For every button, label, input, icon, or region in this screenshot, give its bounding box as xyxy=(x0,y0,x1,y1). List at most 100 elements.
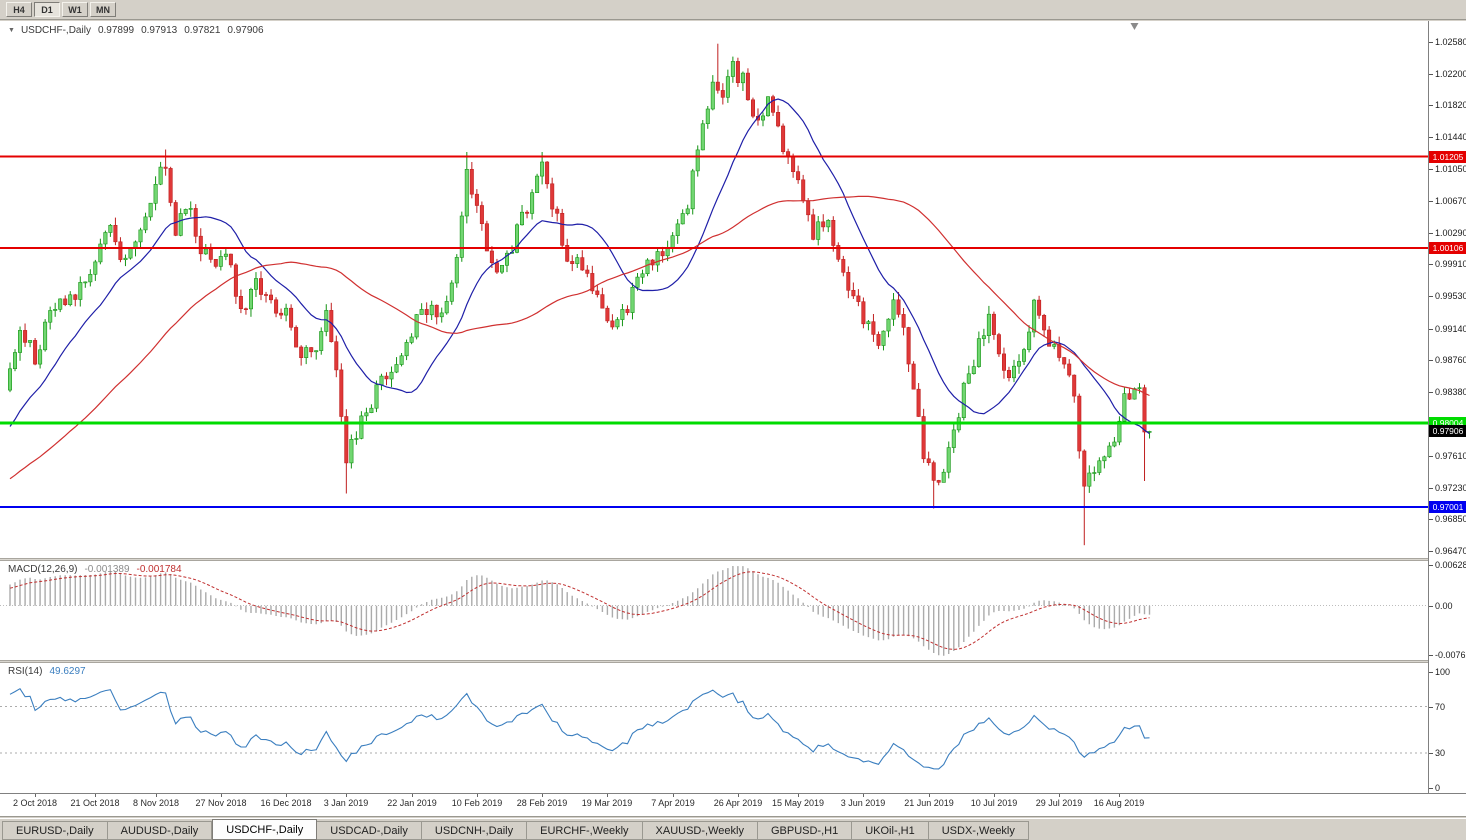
axis-tick-label: 0.98760 xyxy=(1435,355,1466,365)
date-label: 2 Oct 2018 xyxy=(12,798,58,808)
open-value: 0.97899 xyxy=(97,25,135,36)
price-pane-canvas[interactable] xyxy=(0,21,1428,558)
date-tick-mark xyxy=(994,794,995,797)
price-tick-mark xyxy=(1429,137,1433,138)
chart-tab-usdcad-daily[interactable]: USDCAD-,Daily xyxy=(317,821,422,840)
axis-tick-label: 0 xyxy=(1435,783,1441,793)
timeframe-button-h4[interactable]: H4 xyxy=(6,2,32,17)
symbol-period-label: USDCHF-,Daily xyxy=(20,25,91,36)
price-tick-mark xyxy=(1429,329,1433,330)
rsi-title: RSI(14) 49.6297 xyxy=(8,666,86,677)
macd-signal-line xyxy=(9,571,1150,650)
price-tick-mark xyxy=(1429,264,1433,265)
macd-main-value: -0.001389 xyxy=(84,564,130,575)
axis-tick-label: 0.99910 xyxy=(1435,259,1466,269)
price-tick-mark xyxy=(1429,201,1433,202)
chart-tab-eurchf-weekly[interactable]: EURCHF-,Weekly xyxy=(527,821,643,840)
low-value: 0.97821 xyxy=(184,25,221,36)
date-tick-mark xyxy=(477,794,478,797)
macd-name-label: MACD(12,26,9) xyxy=(8,564,78,575)
timeframe-button-w1[interactable]: W1 xyxy=(62,2,88,17)
axis-tick-label: 100 xyxy=(1435,667,1451,677)
price-tick-mark xyxy=(1429,753,1433,754)
chart-shift-marker[interactable] xyxy=(1130,23,1139,30)
date-tick-mark xyxy=(286,794,287,797)
axis-tick-label: 0.96470 xyxy=(1435,546,1466,556)
date-tick-mark xyxy=(863,794,864,797)
date-label: 10 Feb 2019 xyxy=(451,798,503,808)
chart-tab-usdchf-daily[interactable]: USDCHF-,Daily xyxy=(212,819,318,840)
rsi-name-label: RSI(14) xyxy=(8,666,43,677)
date-label: 16 Aug 2019 xyxy=(1093,798,1145,808)
price-tick-mark xyxy=(1429,519,1433,520)
pane-splitter[interactable] xyxy=(0,558,1466,561)
axis-tick-label: 0.00 xyxy=(1435,601,1453,611)
price-tick-mark xyxy=(1429,606,1433,607)
date-label: 28 Feb 2019 xyxy=(516,798,568,808)
date-label: 8 Nov 2018 xyxy=(132,798,180,808)
date-label: 21 Oct 2018 xyxy=(70,798,120,808)
axis-tick-label: -0.00762 xyxy=(1435,650,1466,660)
price-tick-mark xyxy=(1429,360,1433,361)
date-label: 10 Jul 2019 xyxy=(970,798,1018,808)
chart-tabs-bar: EURUSD-,Daily AUDUSD-,Daily USDCHF-,Daily U… xyxy=(0,818,1466,840)
axis-tick-label: 1.01820 xyxy=(1435,100,1466,110)
rsi-pane-canvas[interactable] xyxy=(0,663,1428,793)
chart-menu-arrow-icon[interactable]: ▼ xyxy=(8,27,15,34)
macd-title: MACD(12,26,9) -0.001389 -0.001784 xyxy=(8,564,182,575)
date-label: 21 Jun 2019 xyxy=(904,798,954,808)
timeframe-button-mn[interactable]: MN xyxy=(90,2,116,17)
macd-signal-value: -0.001784 xyxy=(136,564,182,575)
axis-tick-label: 0.98380 xyxy=(1435,387,1466,397)
date-tick-mark xyxy=(346,794,347,797)
axis-tick-label: 1.02580 xyxy=(1435,37,1466,47)
price-tick-mark xyxy=(1429,788,1433,789)
high-value: 0.97913 xyxy=(141,25,178,36)
timeframe-toolbar: H4 D1 W1 MN xyxy=(0,0,1466,20)
date-label: 22 Jan 2019 xyxy=(387,798,437,808)
chart-tab-gbpusd-h1[interactable]: GBPUSD-,H1 xyxy=(757,821,853,840)
date-label: 15 May 2019 xyxy=(771,798,825,808)
chart-tab-ukoil-h1[interactable]: UKOil-,H1 xyxy=(852,821,929,840)
axis-tick-label: 0.99140 xyxy=(1435,324,1466,334)
timeframe-button-d1[interactable]: D1 xyxy=(34,2,60,17)
date-label: 7 Apr 2019 xyxy=(651,798,695,808)
pane-splitter[interactable] xyxy=(0,660,1466,663)
price-tick-mark xyxy=(1429,296,1433,297)
price-tick-mark xyxy=(1429,456,1433,457)
date-tick-mark xyxy=(798,794,799,797)
time-axis-separator xyxy=(0,793,1466,794)
price-tick-mark xyxy=(1429,551,1433,552)
timeframe-buttons: H4 D1 W1 MN xyxy=(6,2,116,17)
date-tick-mark xyxy=(607,794,608,797)
axis-tick-label: 0.97610 xyxy=(1435,451,1466,461)
chart-tab-usdcnh-daily[interactable]: USDCNH-,Daily xyxy=(421,821,528,840)
price-tick-mark xyxy=(1429,233,1433,234)
chart-tab-eurusd-daily[interactable]: EURUSD-,Daily xyxy=(2,821,108,840)
date-label: 3 Jan 2019 xyxy=(323,798,369,808)
axis-tick-label: 0.006286 xyxy=(1435,560,1466,570)
chart-tab-audusd-daily[interactable]: AUDUSD-,Daily xyxy=(107,821,213,840)
axis-tick-label: 1.00290 xyxy=(1435,228,1466,238)
date-tick-mark xyxy=(221,794,222,797)
macd-pane-canvas[interactable] xyxy=(0,561,1428,660)
time-axis[interactable]: 2 Oct 2018 21 Oct 2018 8 Nov 2018 27 Nov 20… xyxy=(0,794,1428,815)
price-tick-mark xyxy=(1429,707,1433,708)
price-axis[interactable]: 1.02580 1.02200 1.01820 1.01440 1.01050 1.006… xyxy=(1428,21,1466,793)
axis-tick-label: 1.01440 xyxy=(1435,132,1466,142)
price-tick-mark xyxy=(1429,655,1433,656)
level-price-label: 1.01205 xyxy=(1429,151,1466,163)
axis-tick-label: 0.96850 xyxy=(1435,514,1466,524)
date-tick-mark xyxy=(95,794,96,797)
date-tick-mark xyxy=(412,794,413,797)
moving-average-line-slow xyxy=(9,195,1150,480)
close-value: 0.97906 xyxy=(227,25,264,36)
date-label: 16 Dec 2018 xyxy=(260,798,312,808)
chart-tab-xauusd-weekly[interactable]: XAUUSD-,Weekly xyxy=(642,821,758,840)
date-label: 26 Apr 2019 xyxy=(713,798,763,808)
chart-tab-usdx-weekly[interactable]: USDX-,Weekly xyxy=(928,821,1029,840)
price-tick-mark xyxy=(1429,565,1433,566)
date-tick-mark xyxy=(738,794,739,797)
price-tick-mark xyxy=(1429,42,1433,43)
axis-tick-label: 70 xyxy=(1435,702,1446,712)
